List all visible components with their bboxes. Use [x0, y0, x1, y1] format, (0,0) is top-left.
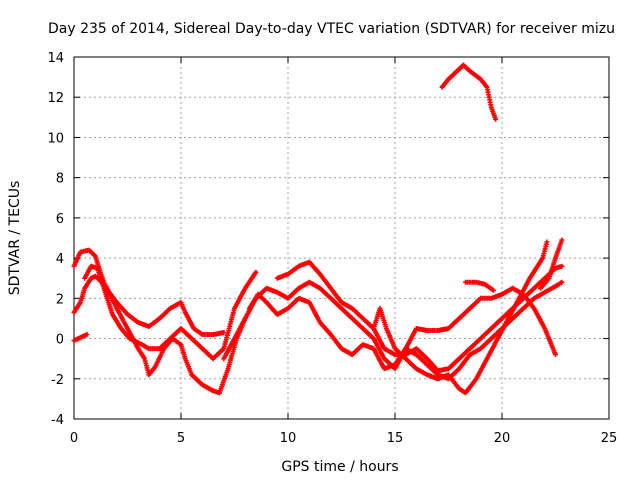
x-tick-label: 25 — [601, 431, 618, 446]
y-tick-label: 14 — [47, 51, 64, 66]
point-markers — [71, 332, 90, 344]
series-trace-1 — [71, 247, 227, 337]
series-trace-4 — [82, 263, 259, 362]
point-markers — [371, 239, 550, 396]
x-tick-label: 5 — [177, 431, 185, 446]
y-axis-label: SDTVAR / TECUs — [7, 181, 23, 296]
point-markers — [538, 237, 565, 291]
y-tick-label: 10 — [47, 131, 64, 146]
x-tick-label: 0 — [70, 431, 78, 446]
axis-ticks: 0 5 10 15 20 25 -4 -2 0 2 4 6 8 10 12 14 — [47, 51, 617, 446]
point-markers — [247, 279, 565, 382]
chart-title: Day 235 of 2014, Sidereal Day-to-day VTE… — [48, 21, 615, 37]
series-trace-8 — [371, 239, 550, 396]
y-tick-label: 6 — [56, 212, 64, 227]
y-tick-label: 8 — [56, 172, 64, 187]
y-tick-label: 2 — [56, 292, 64, 307]
series-trace-7 — [247, 279, 565, 382]
y-tick-label: 0 — [56, 333, 64, 348]
point-markers — [463, 279, 496, 293]
y-tick-label: 4 — [56, 252, 64, 267]
plot-border — [73, 56, 610, 420]
data-points — [71, 62, 565, 396]
series-trace-10 — [538, 237, 565, 291]
point-markers — [71, 247, 227, 337]
point-markers — [82, 263, 259, 362]
y-tick-label: -2 — [51, 373, 64, 388]
series-trace-11 — [439, 62, 499, 122]
y-tick-label: -4 — [51, 413, 64, 428]
x-tick-label: 10 — [280, 431, 297, 446]
series-trace-9 — [463, 279, 496, 293]
y-tick-label: 12 — [47, 91, 64, 106]
x-tick-label: 20 — [494, 431, 511, 446]
x-axis-label: GPS time / hours — [281, 459, 398, 475]
x-tick-label: 15 — [387, 431, 404, 446]
point-markers — [439, 62, 499, 122]
series-trace-3 — [71, 332, 90, 344]
